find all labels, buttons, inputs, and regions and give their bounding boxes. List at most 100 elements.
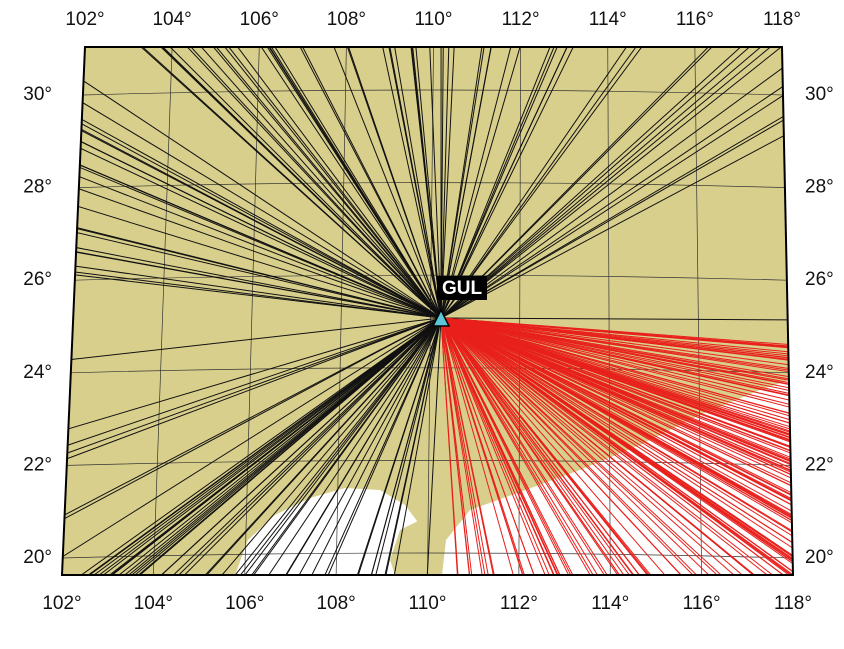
ray [440,47,770,319]
ray [440,317,652,575]
meridian [335,47,347,575]
ray [440,317,752,575]
ray [440,317,793,505]
ray [440,317,712,575]
ray [440,317,793,348]
ray [62,317,442,452]
right-label: 30° [805,84,834,105]
ray [440,317,608,575]
left-label: 20° [23,547,52,568]
ray [440,317,793,437]
ray [440,47,632,319]
ray [440,317,793,575]
ray [440,317,793,374]
ray [440,47,558,319]
ray [240,317,442,575]
ray [440,317,793,321]
ray [62,243,442,319]
ray [440,317,793,498]
ray [184,47,442,319]
ray [440,317,761,575]
bottom-label: 102° [42,593,81,614]
ray [231,47,442,319]
ray [440,71,793,319]
ray [440,317,793,356]
ray [163,317,442,575]
ray [440,317,793,488]
ray [157,317,442,575]
ray [440,47,780,319]
right-label: 22° [805,454,834,475]
top-label: 108° [327,9,366,30]
ray [303,317,442,575]
ray [440,317,793,475]
ray [62,181,442,319]
ray [194,47,442,319]
ray [440,317,646,575]
ray [440,317,793,554]
ray [169,317,442,575]
ray [62,317,442,460]
top-label: 112° [502,9,540,30]
ray [440,317,793,464]
ray [62,119,442,319]
ray [264,47,442,319]
left-label: 22° [23,454,52,475]
ray [440,317,793,363]
ray [414,47,442,319]
ray [440,317,793,394]
ray [440,317,793,575]
ray [440,317,793,367]
top-label: 102° [65,9,104,30]
ray [440,317,793,433]
ray [440,47,648,319]
ray [440,317,793,542]
meridian [153,47,173,575]
ray [440,317,793,386]
ray [440,317,793,522]
ray [440,47,758,319]
ray [440,116,793,319]
right-label: 24° [805,362,834,383]
ray [440,317,540,575]
ray [62,88,442,319]
ray [440,317,566,575]
ray [62,317,442,435]
ray [290,317,442,575]
ray [381,317,442,575]
ray [440,98,793,319]
ray [440,47,523,319]
ray [440,47,791,319]
ray [440,317,696,575]
ray [276,317,442,575]
ray [62,228,442,319]
ray [440,317,725,575]
ray [440,317,577,575]
ray [62,317,442,466]
meridian [694,47,702,575]
ray [440,317,793,455]
ray [440,317,497,575]
bottom-label: 114° [591,593,629,614]
ray [440,317,793,468]
ray [258,317,442,575]
ray [256,47,442,319]
ray [62,317,442,566]
ray [155,47,442,319]
ray [391,317,442,575]
ray [228,317,442,575]
ray [62,130,442,319]
ray [440,47,793,319]
ray [411,47,442,319]
ray [371,317,442,575]
top-label: 116° [676,9,714,30]
meridian [244,47,260,575]
ray [380,47,442,319]
ray [440,47,554,319]
ray [62,156,442,319]
ray [440,47,484,319]
ray [222,317,442,575]
top-label: 118° [763,9,801,30]
bottom-label: 116° [683,593,721,614]
